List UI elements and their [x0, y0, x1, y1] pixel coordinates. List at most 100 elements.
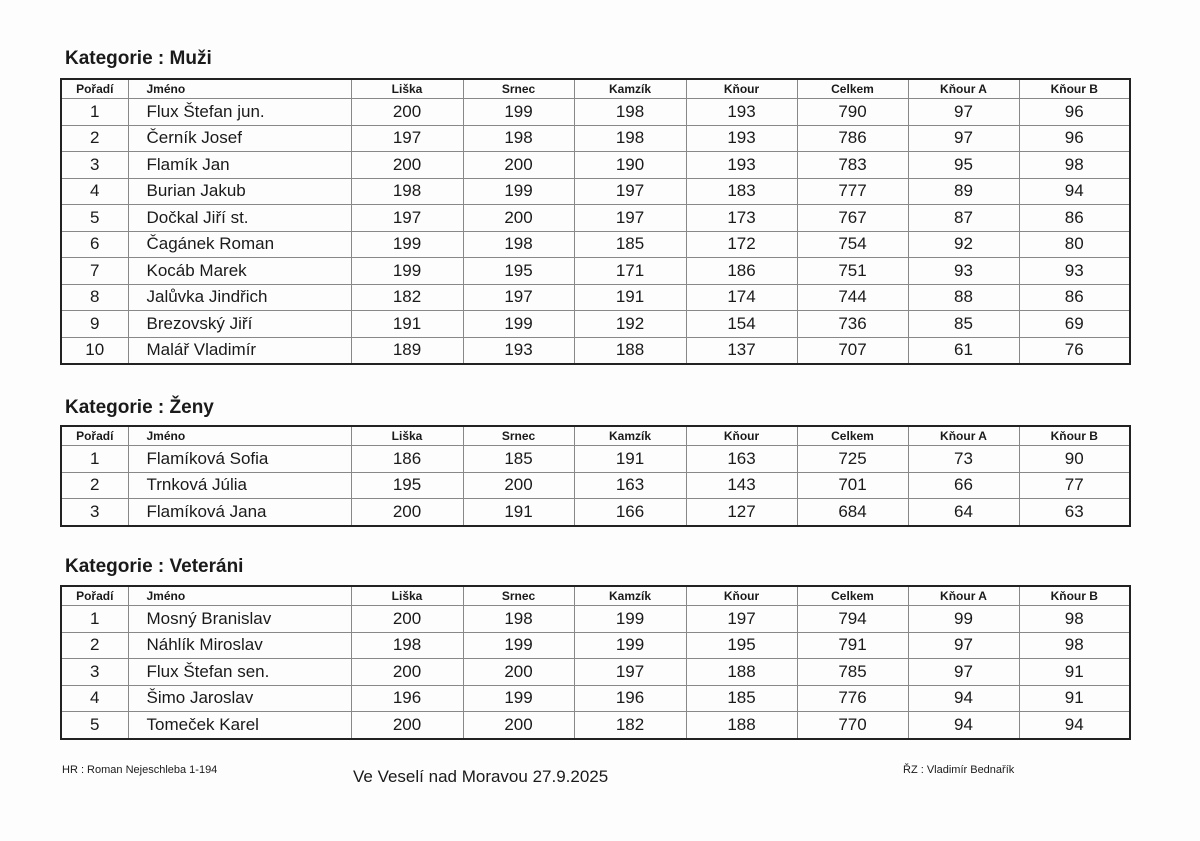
cell-srnec: 191	[462, 498, 575, 526]
cell-srnec: 185	[462, 445, 575, 473]
results-table-muzi: Pořadí Jméno Liška Srnec Kamzík Kňour Celkem Kň…	[60, 78, 1131, 365]
cell-rank: 2	[60, 631, 129, 659]
cell-knour-b: 86	[1018, 283, 1131, 311]
col-header-srnec: Srnec	[462, 78, 575, 99]
cell-total: 701	[796, 471, 909, 499]
cell-rank: 1	[60, 98, 129, 126]
col-header-rank: Pořadí	[60, 585, 129, 606]
cell-rank: 10	[60, 336, 129, 365]
cell-srnec: 200	[462, 471, 575, 499]
cell-rank: 4	[60, 684, 129, 712]
cell-kamzik: 190	[573, 151, 687, 179]
table-row: 6 Čagánek Roman 199 198 185 172 754 92 80	[60, 230, 1131, 258]
cell-knour: 127	[685, 498, 798, 526]
cell-knour-a: 88	[907, 283, 1020, 311]
col-header-kamzik: Kamzík	[573, 585, 687, 606]
cell-knour: 173	[685, 204, 798, 232]
cell-kamzik: 182	[573, 711, 687, 739]
cell-total: 790	[796, 98, 909, 126]
cell-knour-b: 94	[1018, 177, 1131, 205]
cell-name: Flamíková Sofia	[127, 445, 352, 473]
cell-knour-b: 93	[1018, 257, 1131, 285]
cell-total: 794	[796, 605, 909, 633]
table-row: 4 Burian Jakub 198 199 197 183 777 89 94	[60, 177, 1131, 205]
header-row: Pořadí Jméno Liška Srnec Kamzík Kňour Celkem Kň…	[60, 585, 1131, 606]
cell-name: Mosný Branislav	[127, 605, 352, 633]
cell-kamzik: 191	[573, 283, 687, 311]
cell-knour-b: 91	[1018, 658, 1131, 686]
cell-knour-b: 90	[1018, 445, 1131, 473]
col-header-total: Celkem	[796, 78, 909, 99]
cell-knour: 174	[685, 283, 798, 311]
cell-knour-a: 89	[907, 177, 1020, 205]
cell-name: Brezovský Jiří	[127, 310, 352, 338]
cell-rank: 1	[60, 605, 129, 633]
table-row: 2 Černík Josef 197 198 198 193 786 97 96	[60, 124, 1131, 152]
cell-rank: 3	[60, 151, 129, 179]
col-header-knour: Kňour	[685, 425, 798, 446]
cell-kamzik: 197	[573, 658, 687, 686]
table-row: 5 Tomeček Karel 200 200 182 188 770 94 94	[60, 711, 1131, 739]
cell-liska: 186	[350, 445, 464, 473]
col-header-knour-a: Kňour A	[907, 425, 1020, 446]
col-header-knour: Kňour	[685, 78, 798, 99]
cell-knour-a: 93	[907, 257, 1020, 285]
cell-name: Burian Jakub	[127, 177, 352, 205]
cell-liska: 200	[350, 151, 464, 179]
cell-name: Kocáb Marek	[127, 257, 352, 285]
cell-liska: 200	[350, 98, 464, 126]
col-header-knour: Kňour	[685, 585, 798, 606]
table-row: 9 Brezovský Jiří 191 199 192 154 736 85 69	[60, 310, 1131, 338]
cell-knour-a: 99	[907, 605, 1020, 633]
col-header-knour-a: Kňour A	[907, 585, 1020, 606]
col-header-total: Celkem	[796, 585, 909, 606]
col-header-srnec: Srnec	[462, 425, 575, 446]
cell-srnec: 199	[462, 98, 575, 126]
cell-srnec: 200	[462, 711, 575, 739]
cell-kamzik: 185	[573, 230, 687, 258]
cell-total: 754	[796, 230, 909, 258]
col-header-kamzik: Kamzík	[573, 78, 687, 99]
table-row: 5 Dočkal Jiří st. 197 200 197 173 767 87 86	[60, 204, 1131, 232]
cell-total: 786	[796, 124, 909, 152]
cell-total: 767	[796, 204, 909, 232]
cell-name: Flux Štefan jun.	[127, 98, 352, 126]
cell-kamzik: 166	[573, 498, 687, 526]
cell-total: 777	[796, 177, 909, 205]
cell-knour-a: 87	[907, 204, 1020, 232]
table-row: 3 Flamík Jan 200 200 190 193 783 95 98	[60, 151, 1131, 179]
col-header-rank: Pořadí	[60, 78, 129, 99]
cell-name: Čagánek Roman	[127, 230, 352, 258]
cell-knour-b: 76	[1018, 336, 1131, 365]
cell-knour-b: 96	[1018, 98, 1131, 126]
table-row: 1 Flux Štefan jun. 200 199 198 193 790 97 96	[60, 98, 1131, 126]
cell-knour: 188	[685, 658, 798, 686]
cell-liska: 182	[350, 283, 464, 311]
cell-kamzik: 199	[573, 605, 687, 633]
cell-kamzik: 198	[573, 124, 687, 152]
cell-knour: 185	[685, 684, 798, 712]
cell-srnec: 200	[462, 658, 575, 686]
cell-liska: 196	[350, 684, 464, 712]
col-header-liska: Liška	[350, 78, 464, 99]
cell-knour-a: 97	[907, 124, 1020, 152]
cell-knour-b: 86	[1018, 204, 1131, 232]
table-row: 10 Malář Vladimír 189 193 188 137 707 61 76	[60, 336, 1131, 365]
cell-rank: 2	[60, 124, 129, 152]
footer-director: ŘZ : Vladimír Bednařík	[903, 764, 1015, 776]
col-header-liska: Liška	[350, 585, 464, 606]
header-row: Pořadí Jméno Liška Srnec Kamzík Kňour Celkem Kň…	[60, 78, 1131, 99]
cell-knour-b: 77	[1018, 471, 1131, 499]
cell-liska: 198	[350, 177, 464, 205]
cell-srnec: 198	[462, 124, 575, 152]
cell-kamzik: 192	[573, 310, 687, 338]
col-header-total: Celkem	[796, 425, 909, 446]
cell-knour-a: 94	[907, 684, 1020, 712]
cell-name: Tomeček Karel	[127, 711, 352, 739]
cell-knour-a: 73	[907, 445, 1020, 473]
table-row: 4 Šimo Jaroslav 196 199 196 185 776 94 91	[60, 684, 1131, 712]
col-header-knour-b: Kňour B	[1018, 78, 1131, 99]
cell-srnec: 195	[462, 257, 575, 285]
cell-knour-b: 91	[1018, 684, 1131, 712]
results-table-veterani: Pořadí Jméno Liška Srnec Kamzík Kňour Celkem Kň…	[60, 585, 1131, 740]
